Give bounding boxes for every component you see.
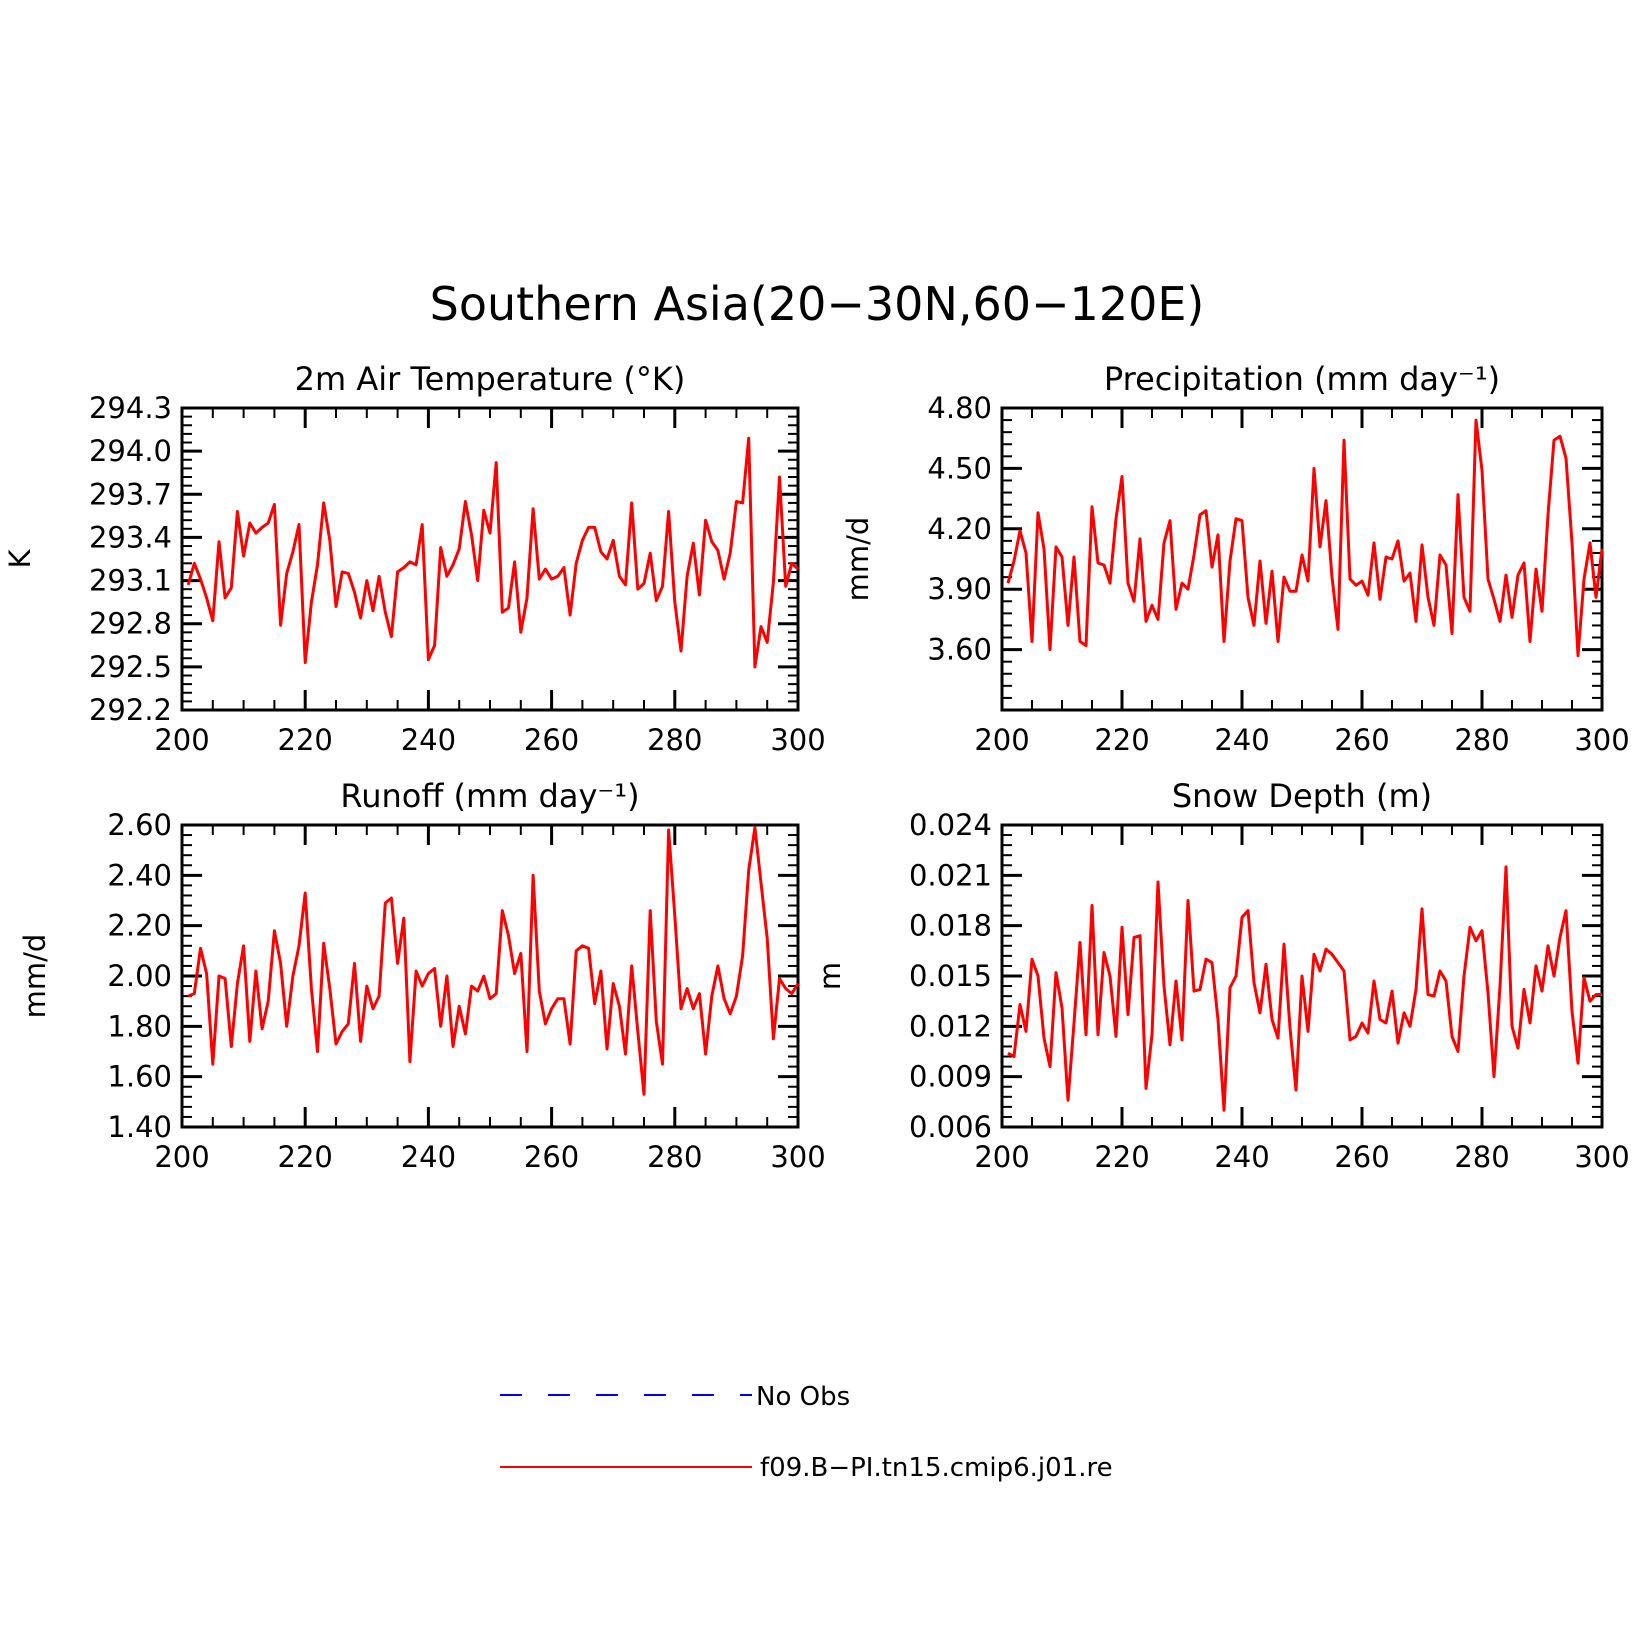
y-axis-label: m bbox=[813, 962, 847, 990]
x-tick-label: 280 bbox=[1454, 723, 1509, 757]
y-tick-label: 293.7 bbox=[89, 477, 172, 511]
y-tick-label: 3.60 bbox=[927, 633, 992, 667]
y-axis-label: mm/d bbox=[18, 934, 52, 1019]
panel-title: Snow Depth (m) bbox=[1172, 777, 1432, 815]
figure-title: Southern Asia(20−30N,60−120E) bbox=[430, 277, 1205, 331]
y-tick-label: 0.018 bbox=[909, 909, 992, 943]
y-tick-label: 293.1 bbox=[89, 564, 172, 598]
y-tick-label: 0.009 bbox=[909, 1060, 992, 1094]
x-tick-label: 260 bbox=[524, 723, 579, 757]
legend-label-series: f09.B−PI.tn15.cmip6.j01.re bbox=[760, 1453, 1113, 1483]
x-tick-label: 280 bbox=[647, 723, 702, 757]
panel-title: Precipitation (mm day⁻¹) bbox=[1104, 360, 1500, 398]
series-line bbox=[186, 436, 800, 669]
x-tick-label: 240 bbox=[1214, 1140, 1269, 1174]
y-tick-label: 0.021 bbox=[909, 858, 992, 892]
y-tick-label: 4.80 bbox=[927, 391, 992, 425]
x-tick-label: 280 bbox=[647, 1140, 702, 1174]
panel-3: Snow Depth (m) 200 220 240 260 280 300 0.006 0.0… bbox=[813, 777, 1630, 1174]
x-tick-label: 200 bbox=[154, 723, 209, 757]
y-tick-label: 4.20 bbox=[927, 512, 992, 546]
x-tick-label: 220 bbox=[278, 1140, 333, 1174]
series-line bbox=[187, 826, 800, 1096]
series-line bbox=[1006, 418, 1604, 658]
plot-frame bbox=[180, 406, 800, 712]
y-tick-label: 2.40 bbox=[107, 858, 172, 892]
x-tick-label: 300 bbox=[770, 723, 825, 757]
x-tick-label: 260 bbox=[1334, 723, 1389, 757]
x-tick-label: 280 bbox=[1454, 1140, 1509, 1174]
x-tick-label: 260 bbox=[524, 1140, 579, 1174]
series-line bbox=[1007, 865, 1602, 1112]
y-tick-label: 294.3 bbox=[89, 391, 172, 425]
x-tick-label: 220 bbox=[278, 723, 333, 757]
panels: 2m Air Temperature (°K) 200 220 240 260 280 30… bbox=[3, 360, 1630, 1174]
legend-label-no-obs: No Obs bbox=[756, 1382, 850, 1412]
x-tick-label: 300 bbox=[770, 1140, 825, 1174]
y-tick-label: 1.80 bbox=[107, 1009, 172, 1043]
x-tick-label: 200 bbox=[974, 1140, 1029, 1174]
x-tick-label: 240 bbox=[401, 1140, 456, 1174]
y-tick-label: 2.60 bbox=[107, 808, 172, 842]
y-axis-label: K bbox=[3, 549, 37, 569]
x-tick-label: 240 bbox=[1214, 723, 1269, 757]
y-tick-label: 0.006 bbox=[909, 1110, 992, 1144]
panel-title: 2m Air Temperature (°K) bbox=[295, 360, 686, 398]
y-tick-label: 1.40 bbox=[107, 1110, 172, 1144]
x-tick-label: 300 bbox=[1574, 1140, 1629, 1174]
x-tick-label: 200 bbox=[974, 723, 1029, 757]
y-tick-label: 2.20 bbox=[107, 909, 172, 943]
x-tick-label: 220 bbox=[1094, 1140, 1149, 1174]
y-tick-label: 293.4 bbox=[89, 520, 172, 554]
y-tick-label: 2.00 bbox=[107, 959, 172, 993]
legend: No Obs f09.B−PI.tn15.cmip6.j01.re bbox=[500, 1382, 1113, 1483]
y-tick-label: 3.90 bbox=[927, 572, 992, 606]
plot-frame bbox=[180, 823, 800, 1129]
x-tick-label: 300 bbox=[1574, 723, 1629, 757]
x-tick-label: 240 bbox=[401, 723, 456, 757]
y-tick-label: 0.012 bbox=[909, 1009, 992, 1043]
panel-2: Runoff (mm day⁻¹) 200 220 240 260 280 300 1.40 1… bbox=[18, 777, 826, 1174]
y-tick-label: 292.8 bbox=[89, 607, 172, 641]
panel-1: Precipitation (mm day⁻¹) 200 220 240 260 280 3… bbox=[841, 360, 1630, 757]
y-tick-label: 1.60 bbox=[107, 1060, 172, 1094]
x-tick-label: 260 bbox=[1334, 1140, 1389, 1174]
y-tick-label: 0.015 bbox=[909, 959, 992, 993]
x-tick-label: 200 bbox=[154, 1140, 209, 1174]
y-tick-label: 292.5 bbox=[89, 650, 172, 684]
y-tick-label: 292.2 bbox=[89, 693, 172, 727]
y-tick-label: 294.0 bbox=[89, 434, 172, 468]
y-tick-label: 4.50 bbox=[927, 451, 992, 485]
y-axis-label: mm/d bbox=[841, 517, 875, 602]
panel-0: 2m Air Temperature (°K) 200 220 240 260 280 30… bbox=[3, 360, 826, 757]
y-tick-label: 0.024 bbox=[909, 808, 992, 842]
panel-title: Runoff (mm day⁻¹) bbox=[340, 777, 639, 815]
x-tick-label: 220 bbox=[1094, 723, 1149, 757]
